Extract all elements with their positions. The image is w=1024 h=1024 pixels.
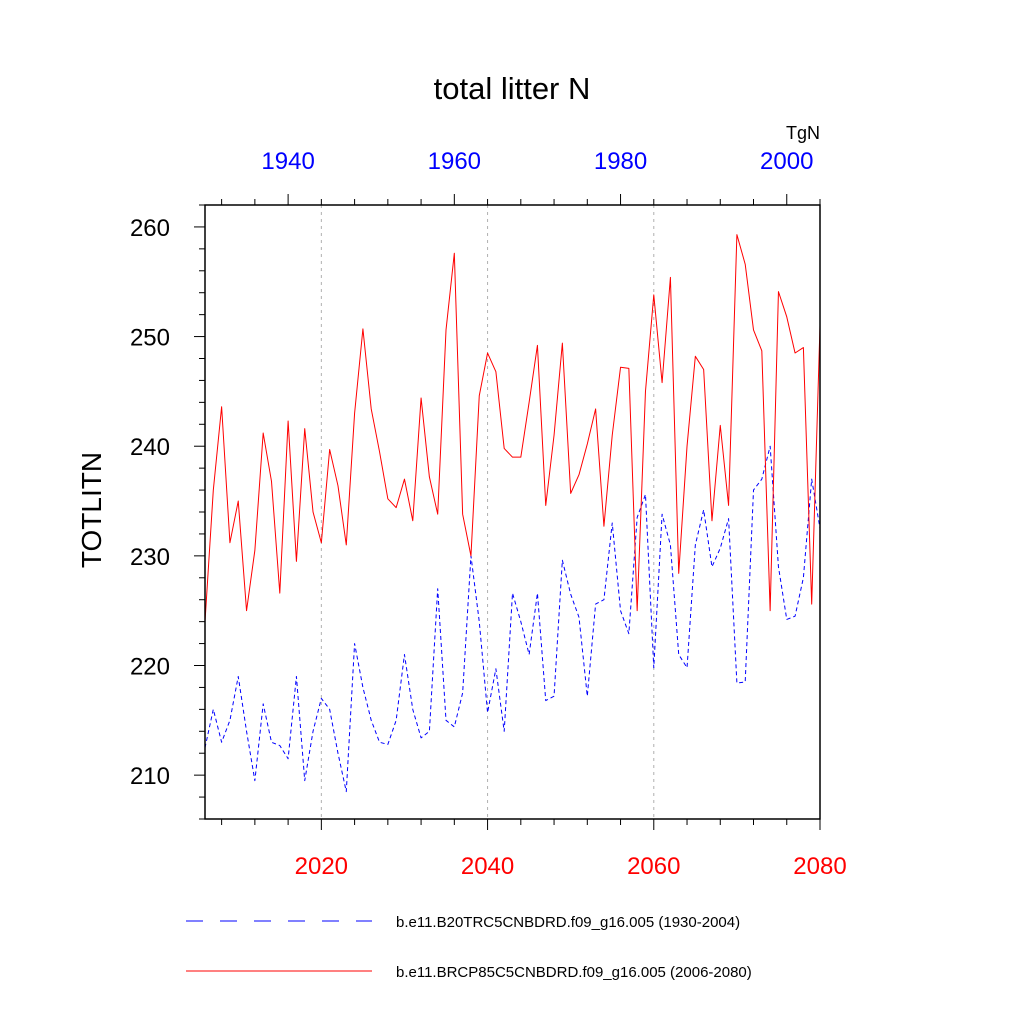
plot-area <box>204 234 821 793</box>
y-tick-label-220: 220 <box>130 654 170 681</box>
y-tick-label-230: 230 <box>130 544 170 571</box>
bottom-tick-label-2080: 2080 <box>793 853 846 880</box>
chart-title: total litter N <box>434 71 591 106</box>
y-axis-label: TOTLITN <box>76 452 107 568</box>
top-tick-label-1960: 1960 <box>428 148 481 175</box>
y-tick-label-210: 210 <box>130 763 170 790</box>
axes: 210 220 230 240 250 260 2020 2040 2060 2080 1940 19… <box>130 148 847 880</box>
y-tick-label-240: 240 <box>130 434 170 461</box>
bottom-tick-label-2040: 2040 <box>461 853 514 880</box>
bottom-tick-label-2020: 2020 <box>295 853 348 880</box>
gridlines <box>320 205 655 819</box>
bottom-tick-label-2060: 2060 <box>627 853 680 880</box>
plot-frame <box>204 204 821 820</box>
series-line-rcp85 <box>204 234 821 622</box>
top-tick-label-2000: 2000 <box>760 148 813 175</box>
units-label: TgN <box>786 123 820 143</box>
top-tick-label-1980: 1980 <box>594 148 647 175</box>
y-tick-label-260: 260 <box>130 215 170 242</box>
y-tick-label-250: 250 <box>130 325 170 352</box>
series-line-historical <box>204 445 821 793</box>
top-tick-label-1940: 1940 <box>261 148 314 175</box>
legend-label-rcp85: b.e11.BRCP85C5CNBDRD.f09_g16.005 (2006-2… <box>396 964 752 981</box>
legend-label-historical: b.e11.B20TRC5CNBDRD.f09_g16.005 (1930-20… <box>396 914 740 931</box>
legend: b.e11.B20TRC5CNBDRD.f09_g16.005 (1930-20… <box>186 914 752 981</box>
